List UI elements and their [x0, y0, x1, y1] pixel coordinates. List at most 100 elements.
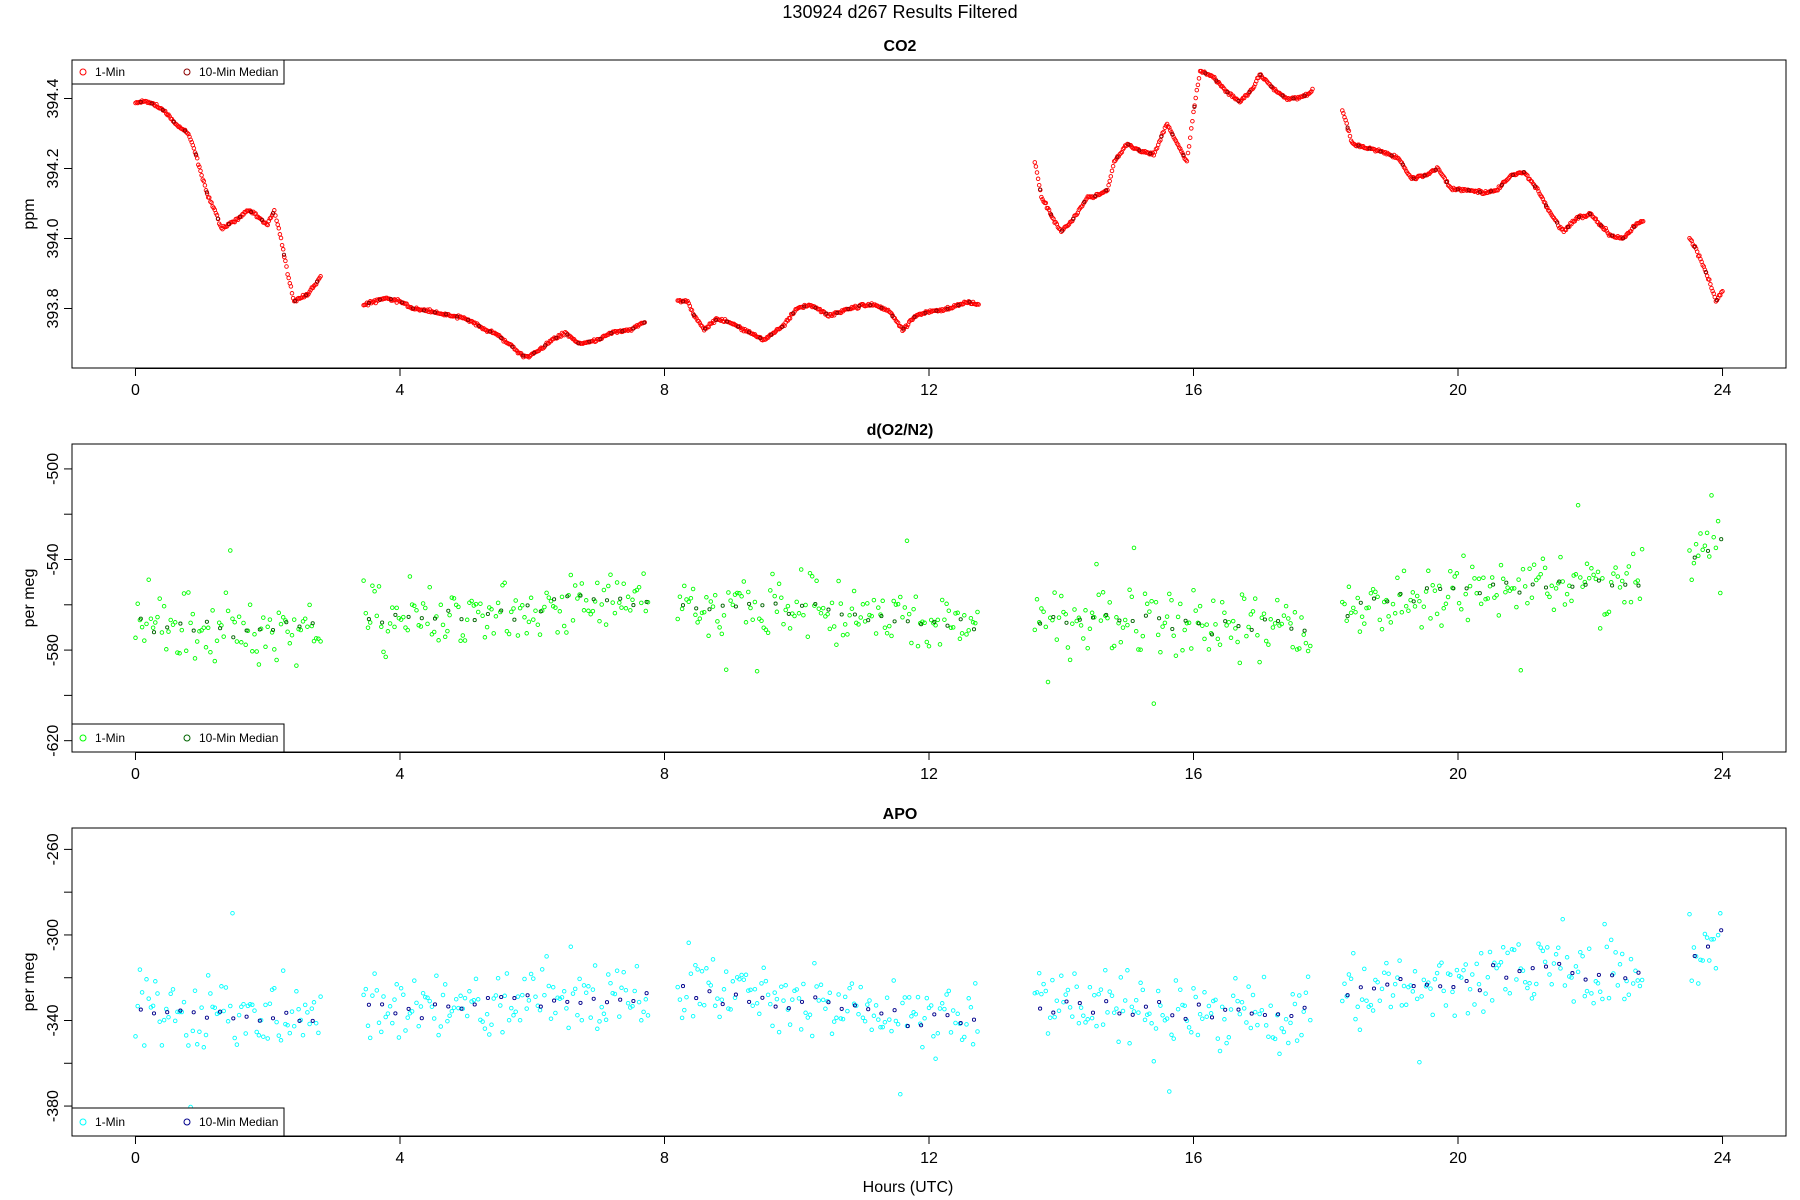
- apo-point-1min: [445, 1018, 450, 1024]
- co2-point-10min-median: [857, 303, 862, 308]
- o2n2-point-1min: [1206, 647, 1212, 652]
- apo-point-10min-median: [538, 1004, 543, 1009]
- apo-legend-median-label: 10-Min Median: [199, 1115, 278, 1129]
- o2n2-point-1min: [1226, 619, 1232, 625]
- co2-point-1min: [1530, 181, 1536, 186]
- co2-point-1min: [202, 183, 208, 188]
- apo-point-1min: [1687, 911, 1692, 917]
- o2n2-point-1min: [316, 636, 321, 641]
- o2n2-point-10min-median: [760, 603, 765, 608]
- o2n2-point-1min: [265, 624, 270, 630]
- co2-y-tick-label: 394.0: [45, 218, 62, 258]
- apo-point-1min: [946, 988, 952, 994]
- apo-point-1min: [307, 1021, 312, 1027]
- o2n2-point-1min: [376, 584, 382, 589]
- apo-x-tick-label: 20: [1449, 1150, 1467, 1167]
- co2-point-1min: [1189, 126, 1194, 131]
- o2n2-point-1min: [398, 617, 404, 622]
- co2-point-1min: [603, 333, 609, 338]
- o2n2-point-10min-median: [1570, 584, 1575, 589]
- apo-point-10min-median: [1719, 928, 1724, 933]
- apo-point-10min-median: [839, 1006, 844, 1011]
- co2-point-1min: [1628, 228, 1634, 234]
- apo-point-1min: [252, 1008, 257, 1013]
- apo-point-10min-median: [1477, 988, 1482, 993]
- co2-point-10min-median: [1554, 220, 1560, 225]
- o2n2-point-1min: [436, 638, 441, 643]
- apo-point-1min: [891, 978, 896, 983]
- apo-point-1min: [387, 1004, 393, 1009]
- apo-point-1min: [1283, 1016, 1289, 1022]
- o2n2-point-1min: [473, 601, 479, 607]
- co2-point-10min-median: [432, 310, 438, 315]
- o2n2-point-1min: [1366, 605, 1371, 610]
- o2n2-point-1min: [1549, 583, 1554, 589]
- co2-point-1min: [1187, 135, 1193, 140]
- o2n2-point-1min: [695, 620, 700, 625]
- co2-point-1min: [275, 222, 280, 227]
- apo-point-1min: [871, 1013, 877, 1019]
- co2-point-1min: [1524, 172, 1529, 177]
- o2n2-point-1min: [372, 589, 377, 594]
- o2n2-point-1min: [367, 620, 373, 625]
- o2n2-point-1min: [781, 621, 786, 627]
- co2-point-1min: [1109, 168, 1115, 174]
- apo-point-1min: [1032, 990, 1038, 996]
- apo-point-1min: [884, 995, 890, 1000]
- o2n2-point-1min: [1622, 600, 1627, 605]
- o2n2-point-1min: [1162, 620, 1168, 626]
- co2-point-10min-median: [399, 300, 405, 305]
- o2n2-point-1min: [1377, 617, 1383, 623]
- o2n2-point-1min: [964, 632, 969, 637]
- co2-point-10min-median: [1115, 155, 1120, 160]
- o2n2-point-1min: [1691, 560, 1697, 566]
- co2-point-1min: [208, 199, 213, 204]
- co2-point-1min: [1040, 197, 1045, 202]
- o2n2-point-1min: [630, 597, 635, 603]
- o2n2-point-1min: [906, 611, 912, 617]
- o2n2-legend-median-label: 10-Min Median: [199, 731, 278, 745]
- co2-point-10min-median: [226, 221, 231, 227]
- apo-point-1min: [436, 1032, 441, 1038]
- apo-point-1min: [1584, 988, 1590, 994]
- o2n2-point-1min: [533, 608, 538, 613]
- o2n2-point-1min: [385, 629, 391, 634]
- o2n2-point-1min: [166, 629, 171, 634]
- o2n2-point-1min: [234, 639, 240, 644]
- o2n2-point-1min: [464, 617, 470, 623]
- apo-point-1min: [1195, 1032, 1201, 1038]
- o2n2-point-10min-median: [1477, 591, 1482, 596]
- apo-legend-1min-symbol: [79, 1118, 87, 1126]
- co2-point-1min: [1195, 82, 1201, 88]
- apo-point-10min-median: [244, 1014, 249, 1019]
- o2n2-point-1min: [287, 641, 293, 646]
- co2-point-1min: [1309, 89, 1314, 94]
- apo-point-1min: [1136, 1010, 1141, 1015]
- o2n2-point-1min: [1687, 548, 1692, 553]
- o2n2-point-10min-median: [1077, 617, 1082, 622]
- apo-point-1min: [225, 1019, 231, 1024]
- apo-point-1min: [1483, 991, 1488, 996]
- apo-point-1min: [1297, 993, 1302, 998]
- o2n2-point-1min: [482, 635, 488, 640]
- apo-point-1min: [276, 1033, 282, 1038]
- apo-point-1min: [1206, 1003, 1212, 1009]
- apo-point-1min: [856, 1011, 861, 1017]
- apo-point-1min: [746, 988, 751, 993]
- o2n2-point-1min: [677, 594, 683, 599]
- apo-point-1min: [922, 1016, 927, 1021]
- apo-point-10min-median: [485, 995, 490, 1001]
- o2n2-point-1min: [1560, 579, 1565, 584]
- apo-point-1min: [495, 975, 501, 981]
- o2n2-point-1min: [710, 604, 716, 609]
- apo-point-10min-median: [393, 1011, 398, 1016]
- o2n2-point-1min: [597, 618, 602, 624]
- co2-point-1min: [1440, 173, 1445, 178]
- apo-point-10min-median: [1196, 1002, 1201, 1007]
- apo-point-1min: [1277, 1051, 1282, 1057]
- o2n2-point-1min: [190, 611, 196, 617]
- o2n2-point-1min: [216, 620, 222, 625]
- o2n2-point-1min: [1144, 601, 1150, 607]
- apo-point-1min: [715, 996, 720, 1001]
- apo-point-1min: [394, 982, 399, 987]
